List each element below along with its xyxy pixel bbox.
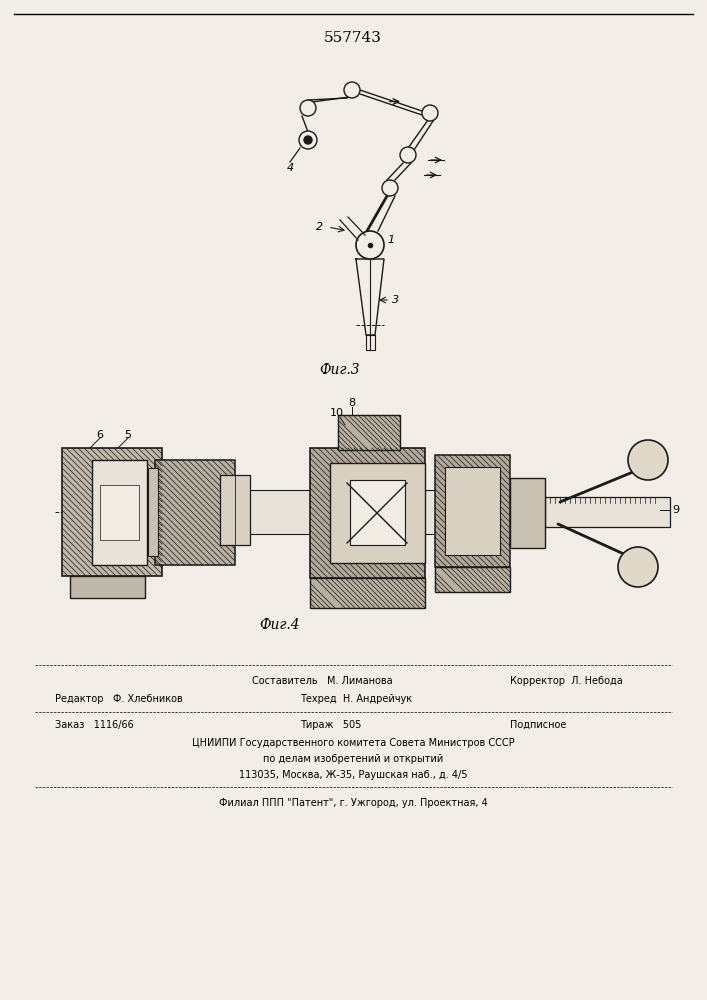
- Circle shape: [422, 105, 438, 121]
- Text: Тираж   505: Тираж 505: [300, 720, 361, 730]
- Circle shape: [356, 231, 384, 259]
- Bar: [62, 448, 162, 576]
- Bar: [100, 485, 139, 540]
- Text: Фиг.4: Фиг.4: [259, 618, 300, 632]
- Circle shape: [300, 100, 316, 116]
- Bar: [148, 490, 490, 534]
- Circle shape: [304, 136, 312, 144]
- Bar: [338, 415, 400, 450]
- Text: 4: 4: [286, 163, 293, 173]
- Bar: [445, 467, 500, 555]
- Text: 2: 2: [317, 222, 324, 232]
- Bar: [70, 576, 145, 598]
- Text: Редактор   Ф. Хлебников: Редактор Ф. Хлебников: [55, 694, 182, 704]
- Text: 557743: 557743: [324, 31, 382, 45]
- Text: 10: 10: [330, 408, 344, 418]
- Bar: [220, 475, 250, 545]
- Bar: [330, 463, 425, 563]
- Bar: [350, 480, 405, 545]
- Text: 113035, Москва, Ж-35, Раушская наб., д. 4/5: 113035, Москва, Ж-35, Раушская наб., д. …: [239, 770, 467, 780]
- Bar: [510, 478, 545, 548]
- Circle shape: [344, 82, 360, 98]
- Text: ЦНИИПИ Государственного комитета Совета Министров СССР: ЦНИИПИ Государственного комитета Совета …: [192, 738, 514, 748]
- Text: 3: 3: [392, 295, 399, 305]
- Circle shape: [400, 147, 416, 163]
- Text: Техред  Н. Андрейчук: Техред Н. Андрейчук: [300, 694, 412, 704]
- Text: Подписное: Подписное: [510, 720, 566, 730]
- Circle shape: [628, 440, 668, 480]
- Bar: [148, 468, 158, 556]
- Text: 1: 1: [387, 235, 394, 245]
- Text: 5: 5: [124, 430, 132, 440]
- Text: Составитель   М. Лиманова: Составитель М. Лиманова: [252, 676, 392, 686]
- Bar: [92, 460, 147, 565]
- Text: 6: 6: [96, 430, 103, 440]
- Text: 8: 8: [349, 398, 356, 408]
- Bar: [435, 455, 510, 567]
- Text: 9: 9: [672, 505, 679, 515]
- Circle shape: [618, 547, 658, 587]
- Text: Заказ   1116/66: Заказ 1116/66: [55, 720, 134, 730]
- Text: по делам изобретений и открытий: по делам изобретений и открытий: [263, 754, 443, 764]
- Bar: [310, 578, 425, 608]
- Text: Корректор  Л. Небода: Корректор Л. Небода: [510, 676, 623, 686]
- Circle shape: [382, 180, 398, 196]
- Bar: [545, 497, 670, 527]
- Bar: [435, 567, 510, 592]
- Bar: [310, 448, 425, 578]
- Text: Фиг.3: Фиг.3: [320, 363, 361, 377]
- Bar: [155, 460, 235, 565]
- Circle shape: [299, 131, 317, 149]
- Text: Филиал ППП "Патент", г. Ужгород, ул. Проектная, 4: Филиал ППП "Патент", г. Ужгород, ул. Про…: [218, 798, 487, 808]
